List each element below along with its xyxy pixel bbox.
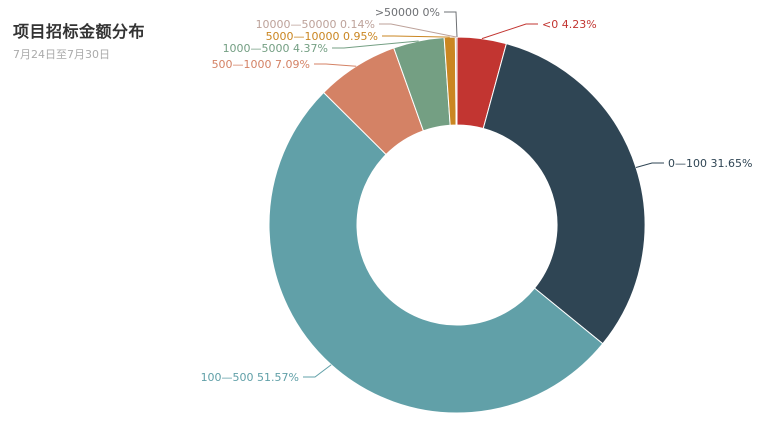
slice-label-100-500: 100—500 51.57%: [201, 371, 299, 384]
leader-line-10000-50000: [379, 23, 457, 38]
leader-line-1000-5000: [332, 40, 419, 49]
slice-0-100[interactable]: [482, 42, 646, 345]
slice-label-10000-50000: 10000—50000 0.14%: [256, 18, 375, 31]
leader-line-5000-10000: [382, 35, 450, 38]
slice-label-1000-5000: 1000—5000 4.37%: [223, 42, 328, 55]
slice-100-500[interactable]: [268, 91, 604, 414]
slice-label-0-100: 0—100 31.65%: [668, 157, 752, 170]
leader-line-500-1000: [314, 63, 357, 67]
slice-label-5000-10000: 5000—10000 0.95%: [266, 30, 378, 43]
slice-label-gt50000: >50000 0%: [375, 6, 440, 19]
chart-title: 项目招标金额分布: [13, 22, 146, 41]
slice-label-500-1000: 500—1000 7.09%: [212, 58, 310, 71]
leader-line-0-100: [635, 162, 664, 169]
leader-line-100-500: [303, 364, 332, 378]
slice-label-lt0: <0 4.23%: [542, 18, 597, 31]
leader-line-gt50000: [444, 11, 458, 38]
leader-line-lt0: [481, 23, 538, 40]
chart-subtitle: 7月24日至7月30日: [13, 48, 110, 61]
slice-labels: <0 4.23% 0—100 31.65% 100—500 51.57% 500—10…: [201, 6, 753, 384]
donut-slices: [268, 36, 646, 414]
slice-10000-50000[interactable]: [454, 36, 458, 126]
